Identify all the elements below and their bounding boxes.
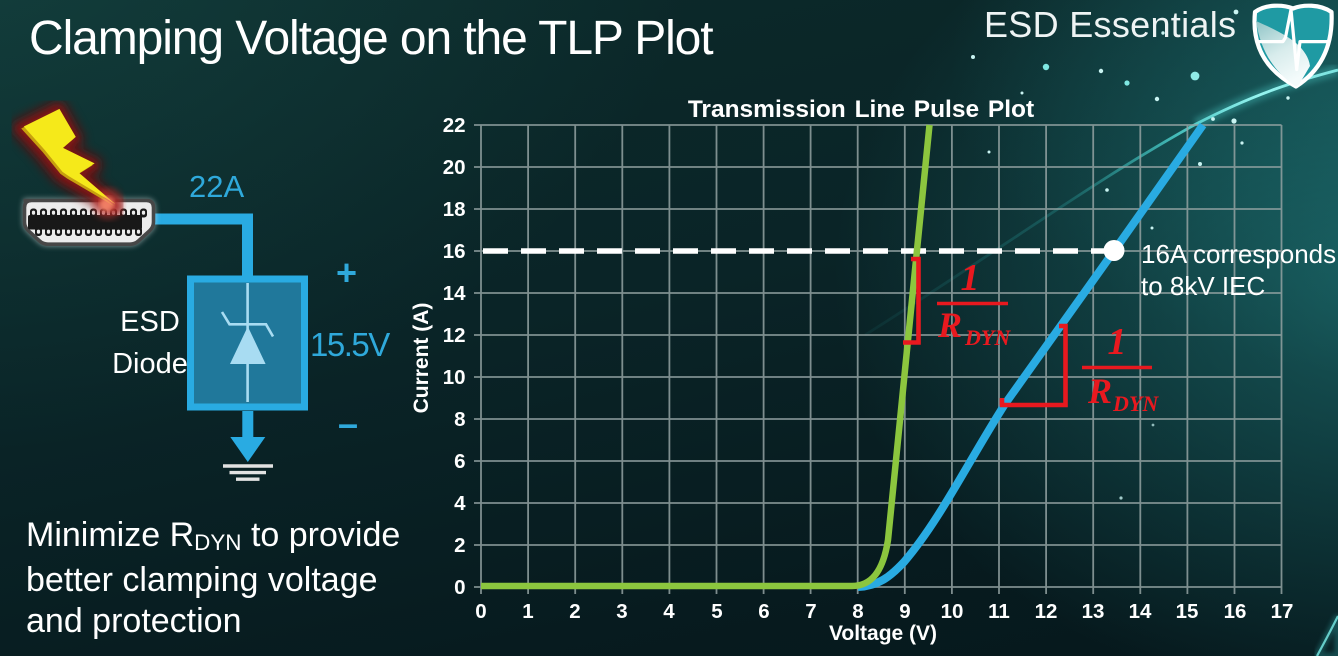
svg-text:14: 14 (443, 282, 466, 305)
svg-text:18: 18 (443, 198, 466, 221)
svg-text:8: 8 (852, 600, 863, 623)
svg-text:20: 20 (443, 156, 466, 179)
svg-text:9: 9 (899, 600, 910, 623)
svg-text:Transmission Line Pulse Plot: Transmission Line Pulse Plot (688, 96, 1034, 123)
svg-text:R: R (937, 305, 962, 345)
svg-text:16: 16 (443, 240, 466, 263)
svg-text:15: 15 (1176, 600, 1199, 623)
svg-text:5: 5 (711, 600, 722, 623)
svg-text:0: 0 (475, 600, 486, 623)
svg-text:DYN: DYN (964, 325, 1011, 350)
svg-text:1: 1 (522, 600, 533, 623)
svg-text:1: 1 (961, 257, 980, 299)
svg-text:2: 2 (569, 600, 580, 623)
svg-text:3: 3 (616, 600, 627, 623)
svg-text:10: 10 (941, 600, 964, 623)
svg-text:Current (A): Current (A) (410, 303, 433, 414)
svg-text:16: 16 (1224, 600, 1247, 623)
svg-text:14: 14 (1129, 600, 1152, 623)
svg-text:4: 4 (454, 492, 466, 515)
svg-text:12: 12 (1035, 600, 1058, 623)
svg-text:17: 17 (1271, 600, 1294, 623)
svg-text:11: 11 (988, 600, 1010, 623)
svg-text:13: 13 (1082, 600, 1105, 623)
svg-text:6: 6 (758, 600, 769, 623)
svg-text:0: 0 (454, 576, 465, 599)
svg-text:6: 6 (454, 450, 465, 473)
svg-text:4: 4 (663, 600, 675, 623)
svg-text:22: 22 (443, 114, 466, 137)
svg-text:2: 2 (454, 534, 465, 557)
svg-text:R: R (1087, 371, 1112, 411)
svg-text:Voltage (V): Voltage (V) (829, 622, 937, 645)
svg-text:12: 12 (443, 324, 466, 347)
svg-text:7: 7 (805, 600, 816, 623)
svg-text:DYN: DYN (1112, 391, 1159, 416)
svg-text:1: 1 (1108, 321, 1127, 363)
svg-text:10: 10 (443, 366, 466, 389)
svg-text:8: 8 (454, 408, 465, 431)
